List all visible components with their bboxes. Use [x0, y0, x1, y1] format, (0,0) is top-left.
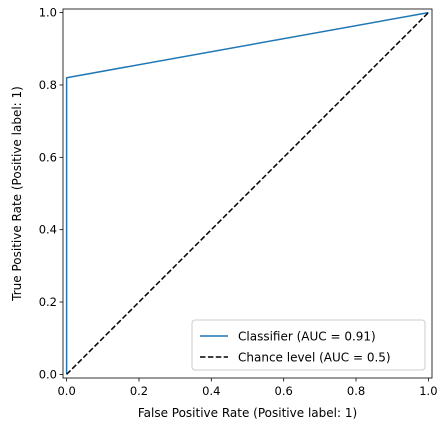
series-layer: [65, 11, 429, 375]
x-axis-ticks: 0.0 0.2 0.4 0.6 0.8 1.0: [57, 378, 438, 398]
legend-label-1: Chance level (AUC = 0.5): [238, 351, 391, 365]
legend-label-0: Classifier (AUC = 0.91): [238, 330, 376, 344]
x-axis-label: False Positive Rate (Positive label: 1): [138, 406, 357, 420]
y-tick-label-4: 0.8: [39, 78, 57, 92]
y-tick-label-1: 0.2: [39, 295, 57, 309]
y-axis-ticks: 0.0 0.2 0.4 0.6 0.8 1.0: [39, 6, 63, 381]
x-tick-label-0: 0.0: [57, 384, 75, 398]
series-line-1: [66, 12, 429, 375]
plot-area: [62, 8, 433, 379]
y-tick-label-5: 1.0: [39, 6, 57, 20]
x-tick-label-1: 0.2: [130, 384, 148, 398]
legend-entries: Classifier (AUC = 0.91) Chance level (AUC…: [200, 330, 391, 365]
y-axis-label: True Positive Rate (Positive label: 1): [10, 86, 24, 302]
y-tick-label-3: 0.6: [39, 150, 57, 164]
series-line-0: [65, 11, 429, 375]
x-tick-label-3: 0.6: [275, 384, 293, 398]
y-tick-label-2: 0.4: [39, 223, 57, 237]
legend-box: [191, 319, 426, 371]
y-tick-label-0: 0.0: [39, 367, 57, 381]
x-tick-label-5: 1.0: [419, 384, 437, 398]
x-tick-label-4: 0.8: [347, 384, 365, 398]
x-tick-label-2: 0.4: [202, 384, 220, 398]
legend: Classifier (AUC = 0.91) Chance level (AUC…: [191, 319, 426, 371]
